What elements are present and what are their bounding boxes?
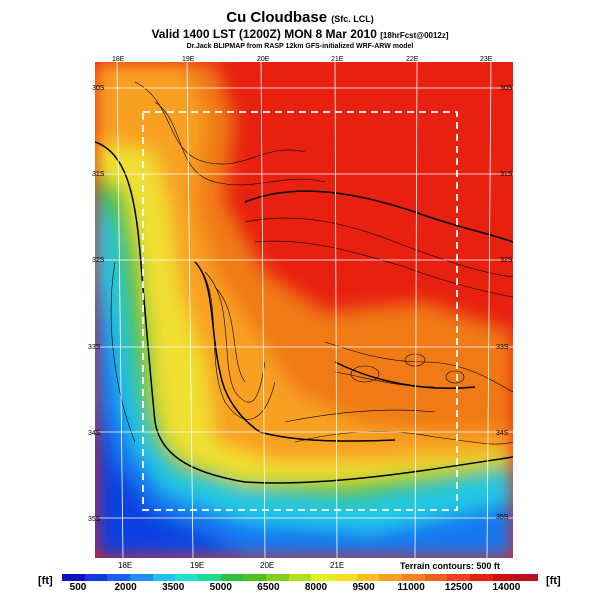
colorbar-label: 9500	[352, 582, 375, 593]
left-lat-label: 32S	[92, 257, 105, 264]
title-suffix: (Sfc. LCL)	[331, 14, 374, 24]
colorbar-swatch	[220, 574, 244, 581]
colorbar-swatch	[311, 574, 335, 581]
colorbar-swatch	[356, 574, 380, 581]
left-lat-label: 33S	[88, 344, 101, 351]
colorbar-label: 11000	[397, 582, 425, 593]
forecast-info: [18hrFcst@0012z]	[380, 31, 449, 40]
colorbar-swatch	[198, 574, 221, 581]
colorbar-label: 12500	[444, 582, 473, 593]
right-lat-label: 30S	[500, 85, 513, 92]
colorbar-swatch	[424, 574, 448, 581]
right-lat-label: 34S	[496, 430, 509, 437]
colorbar-label: 8000	[304, 582, 328, 593]
top-lon-label: 19E	[182, 56, 195, 63]
colorbar-unit-right: [ft]	[546, 575, 561, 587]
colorbar-label: 6500	[257, 582, 280, 593]
top-lon-label: 21E	[331, 56, 344, 63]
terrain-contour-note: Terrain contours: 500 ft	[400, 561, 500, 571]
colorbar-label: 2000	[114, 582, 137, 593]
colorbar-swatch	[107, 574, 131, 581]
title-main: Cu Cloudbase	[226, 9, 328, 26]
right-lat-label: 31S	[500, 171, 513, 178]
deep-sea-area	[95, 392, 245, 558]
chart-title: Cu Cloudbase (Sfc. LCL)	[0, 9, 600, 26]
colorbar-swatch	[152, 574, 176, 581]
bottom-lon-label: 21E	[330, 561, 345, 570]
valid-time-line: Valid 1400 LST (1200Z) MON 8 Mar 2010 [1…	[0, 27, 600, 41]
colorbar-label: 14000	[492, 582, 521, 593]
left-lat-label: 31S	[92, 171, 105, 178]
inner-domain-box	[142, 111, 458, 511]
left-lat-label: 30S	[92, 85, 105, 92]
colorbar-swatch	[84, 574, 108, 581]
colorbar-label: 500	[69, 582, 87, 593]
top-lon-label: 18E	[112, 56, 125, 63]
colorbar-swatch	[62, 574, 85, 581]
right-lat-label: 32S	[500, 257, 513, 264]
cloudbase-map	[95, 62, 513, 558]
bottom-lon-label: 18E	[118, 561, 133, 570]
model-subtitle: Dr.Jack BLIPMAP from RASP 12km GFS-initi…	[186, 43, 414, 50]
colorbar-swatch	[470, 574, 493, 581]
colorbar-swatch	[175, 574, 199, 581]
colorbar-swatch	[288, 574, 312, 581]
right-lat-label: 35S	[496, 514, 509, 521]
bottom-lon-label: 20E	[260, 561, 275, 570]
land-low-area	[95, 142, 513, 558]
coastline	[95, 141, 513, 484]
colorbar-swatch	[515, 574, 539, 581]
terrain-contours	[110, 81, 513, 445]
colorbar-swatch	[130, 574, 153, 581]
colorbar-swatch	[402, 574, 425, 581]
top-lon-label: 20E	[257, 56, 270, 63]
colorbar	[62, 574, 539, 581]
colorbar-swatch	[266, 574, 289, 581]
colorbar-swatch	[492, 574, 516, 581]
bottom-lon-label: 19E	[190, 561, 205, 570]
colorbar-swatch	[334, 574, 357, 581]
right-lat-label: 33S	[496, 344, 509, 351]
colorbar-unit-left: [ft]	[38, 575, 53, 587]
colorbar-swatch	[447, 574, 471, 581]
top-lon-label: 22E	[406, 56, 419, 63]
lat-lon-grid	[95, 62, 513, 558]
colorbar-swatch	[379, 574, 403, 581]
colorbar-label: 5000	[209, 582, 232, 593]
top-lon-label: 23E	[480, 56, 493, 63]
valid-time: Valid 1400 LST (1200Z) MON 8 Mar 2010	[151, 27, 377, 41]
colorbar-swatch	[243, 574, 267, 581]
left-lat-label: 35S	[88, 516, 101, 523]
colorbar-label: 3500	[162, 582, 185, 593]
left-lat-label: 34S	[88, 430, 101, 437]
